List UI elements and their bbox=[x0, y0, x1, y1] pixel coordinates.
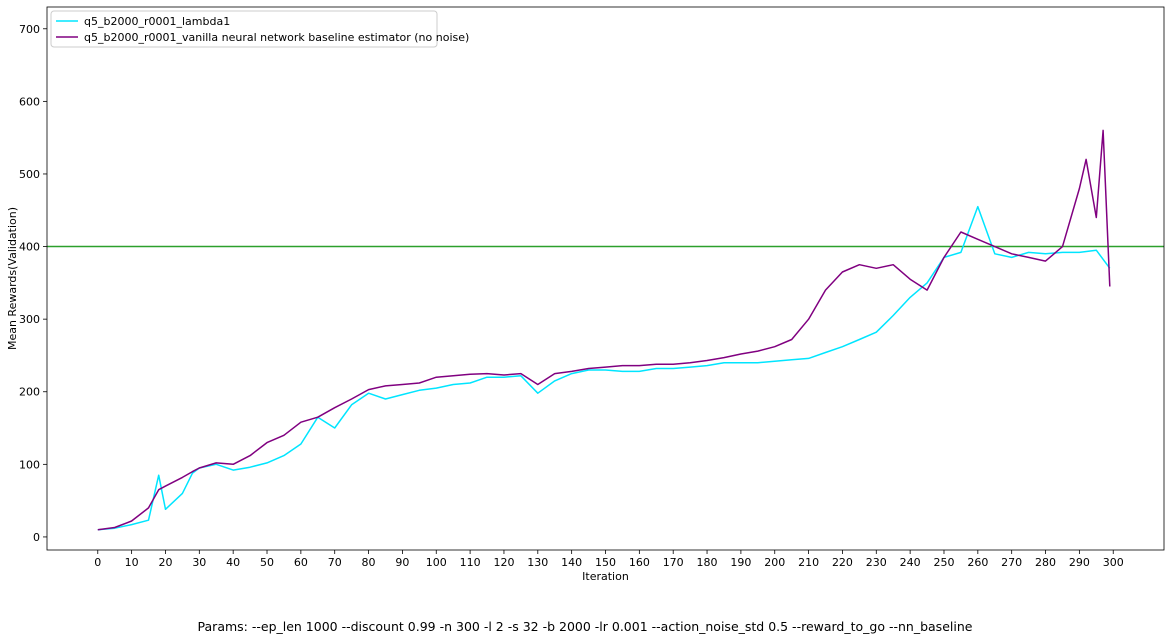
x-tick-label: 60 bbox=[294, 556, 308, 569]
x-tick-label: 180 bbox=[697, 556, 718, 569]
x-tick-label: 70 bbox=[328, 556, 342, 569]
x-tick-label: 80 bbox=[362, 556, 376, 569]
x-tick-label: 40 bbox=[226, 556, 240, 569]
legend-box bbox=[50, 10, 438, 48]
x-tick-label: 150 bbox=[595, 556, 616, 569]
x-tick-label: 290 bbox=[1069, 556, 1090, 569]
y-tick-label: 100 bbox=[19, 458, 40, 471]
x-tick-label: 140 bbox=[561, 556, 582, 569]
x-tick-label: 100 bbox=[426, 556, 447, 569]
y-tick-label: 700 bbox=[19, 23, 40, 36]
x-axis-label: Iteration bbox=[582, 570, 629, 583]
x-tick-label: 110 bbox=[460, 556, 481, 569]
y-axis-label: Mean Rewards(Validation) bbox=[6, 207, 19, 350]
x-tick-label: 280 bbox=[1035, 556, 1056, 569]
x-tick-label: 130 bbox=[527, 556, 548, 569]
x-tick-label: 120 bbox=[493, 556, 514, 569]
plot-area bbox=[47, 129, 1164, 531]
x-tick-label: 10 bbox=[125, 556, 139, 569]
axes: 0 10 20 30 40 50 60 70 80 90 100 110 120 130 140 150 160… bbox=[6, 6, 1165, 583]
x-tick-label: 0 bbox=[94, 556, 101, 569]
y-tick-label: 400 bbox=[19, 241, 40, 254]
x-tick-label: 250 bbox=[933, 556, 954, 569]
x-tick-label: 20 bbox=[158, 556, 172, 569]
x-tick-label: 160 bbox=[629, 556, 650, 569]
x-tick-label: 220 bbox=[832, 556, 853, 569]
y-tick-label: 300 bbox=[19, 313, 40, 326]
x-tick-label: 170 bbox=[663, 556, 684, 569]
x-tick-label: 270 bbox=[1001, 556, 1022, 569]
x-tick-label: 200 bbox=[764, 556, 785, 569]
series-line-0 bbox=[97, 205, 1111, 531]
y-tick-label: 0 bbox=[33, 531, 40, 544]
y-tick-label: 600 bbox=[19, 95, 40, 108]
legend-label: q5_b2000_r0001_lambda1 bbox=[84, 15, 230, 28]
x-tick-label: 50 bbox=[260, 556, 274, 569]
axes-frame bbox=[46, 6, 1165, 551]
x-tick-label: 30 bbox=[192, 556, 206, 569]
y-tick-label: 500 bbox=[19, 168, 40, 181]
params-caption: Params: --ep_len 1000 --discount 0.99 -n… bbox=[197, 619, 973, 634]
y-tick-label: 200 bbox=[19, 386, 40, 399]
x-tick-label: 260 bbox=[967, 556, 988, 569]
x-tick-label: 190 bbox=[730, 556, 751, 569]
legend-label: q5_b2000_r0001_vanilla neural network ba… bbox=[84, 31, 469, 44]
x-tick-label: 300 bbox=[1103, 556, 1124, 569]
series-line-1 bbox=[97, 129, 1111, 531]
x-tick-label: 210 bbox=[798, 556, 819, 569]
x-tick-label: 230 bbox=[866, 556, 887, 569]
x-tick-label: 240 bbox=[900, 556, 921, 569]
x-tick-label: 90 bbox=[395, 556, 409, 569]
legend: q5_b2000_r0001_lambda1 q5_b2000_r0001_van… bbox=[50, 10, 469, 48]
